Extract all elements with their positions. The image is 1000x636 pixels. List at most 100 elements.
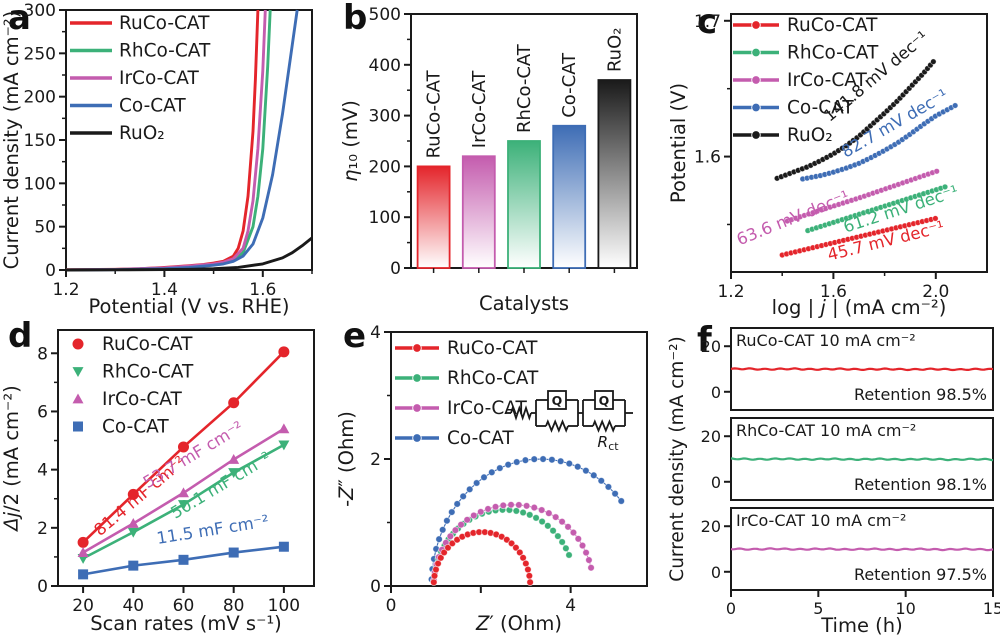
eis-dot — [470, 511, 478, 520]
eis-dot — [472, 479, 481, 487]
svg-text:300: 300 — [24, 1, 56, 21]
svg-text:50: 50 — [34, 218, 56, 238]
subpanel-title: RuCo-CAT 10 mA cm⁻² — [736, 331, 916, 350]
svg-text:1.4: 1.4 — [151, 280, 178, 300]
svg-text:4: 4 — [37, 461, 48, 481]
svg-text:100: 100 — [268, 596, 300, 616]
retention-label: Retention 98.1% — [854, 475, 987, 494]
panel-d: d 20 40 60 80 100 0 2 4 6 8 Scan rates (mV s⁻¹) Δj/… — [0, 317, 335, 636]
chart-b-overpotential-bars: 0 100 200 300 400 500 Catalysts η₁₀ (mV) RuCo-CA… — [339, 5, 638, 315]
stability-subpanel-RuCo-CAT: 0 20 RuCo-CAT 10 mA cm⁻² Retention 98.5% — [701, 327, 994, 411]
subpanel-title: IrCo-CAT 10 mA cm⁻² — [736, 511, 906, 530]
svg-text:250: 250 — [24, 44, 56, 64]
panel-label-b: b — [343, 0, 368, 38]
svg-text:2.0: 2.0 — [922, 282, 949, 302]
eis-dot — [574, 463, 582, 471]
eis-dot — [587, 564, 595, 572]
retention-label: Retention 97.5% — [854, 565, 987, 584]
axes: 1.2 1.6 2.0 1.6 1.7 log | j | (mA cm⁻²) Potent… — [667, 12, 988, 318]
svg-text:200: 200 — [24, 88, 56, 108]
svg-text:Scan rates (mV s⁻¹): Scan rates (mV s⁻¹) — [90, 612, 282, 635]
eis-dot — [544, 522, 552, 530]
svg-text:60: 60 — [173, 596, 195, 616]
svg-text:4: 4 — [370, 323, 381, 343]
eis-dot — [565, 459, 573, 468]
svg-text:Δj/2 (mA cm⁻²): Δj/2 (mA cm⁻²) — [0, 385, 23, 533]
svg-text:RuO₂: RuO₂ — [119, 123, 165, 144]
svg-text:100: 100 — [24, 174, 56, 194]
chart-f-stability-tests: 0 20 RuCo-CAT 10 mA cm⁻² Retention 98.5% 0 20… — [667, 327, 1000, 636]
svg-text:Current density (mA cm⁻²): Current density (mA cm⁻²) — [0, 11, 23, 270]
panel-label-e: e — [343, 316, 367, 356]
series-dots — [799, 102, 959, 183]
svg-text:200: 200 — [369, 157, 401, 177]
eis-dot — [558, 517, 566, 526]
retention-label: Retention 98.5% — [854, 385, 987, 404]
series-dots — [784, 168, 940, 225]
bar-IrCo-CAT — [461, 155, 496, 269]
bar-RuCo-CAT — [416, 165, 451, 269]
eis-dot — [448, 539, 457, 548]
svg-text:300: 300 — [369, 107, 401, 127]
stability-line — [730, 367, 994, 372]
bar-label: IrCo-CAT — [469, 70, 490, 149]
svg-text:80: 80 — [223, 596, 245, 616]
eis-dot — [448, 508, 456, 516]
svg-text:400: 400 — [369, 56, 401, 76]
eis-dot — [496, 464, 504, 472]
svg-text:1.6: 1.6 — [249, 280, 276, 300]
svg-text:RuCo-CAT: RuCo-CAT — [102, 334, 193, 355]
eis-dot — [504, 460, 512, 469]
eis-dot — [530, 455, 538, 463]
panel-c: c 1.2 1.6 2.0 1.6 1.7 log | j | (mA cm⁻²) Pote… — [667, 0, 1000, 318]
eis-dot — [585, 556, 593, 564]
stability-subpanel-IrCo-CAT: 0 20 0 5 10 15 IrCo-CAT 10 mA cm⁻² Retention 97… — [701, 507, 1000, 618]
svg-text:0: 0 — [711, 563, 721, 582]
svg-text:0: 0 — [711, 473, 721, 492]
svg-text:2: 2 — [370, 450, 381, 470]
svg-text:1.2: 1.2 — [52, 280, 79, 300]
eis-dot — [554, 532, 562, 540]
svg-text:0: 0 — [386, 596, 397, 616]
eis-dot — [556, 457, 565, 465]
eis-dot — [463, 516, 471, 524]
eis-dot — [562, 544, 570, 553]
eis-dot — [459, 492, 467, 501]
svg-text:log | j | (mA cm⁻²): log | j | (mA cm⁻²) — [772, 296, 947, 318]
bar-label: RhCo-CAT — [514, 43, 535, 133]
eis-dot — [507, 501, 515, 509]
svg-text:10: 10 — [895, 599, 915, 618]
eis-dot — [465, 485, 474, 494]
eis-dot — [444, 543, 452, 552]
eis-dot — [578, 541, 587, 550]
svg-text:η₁₀ (mV): η₁₀ (mV) — [339, 100, 362, 182]
eis-dot — [525, 572, 534, 580]
panel-label-a: a — [8, 0, 31, 38]
eis-dot — [513, 458, 521, 466]
svg-text:1.6: 1.6 — [820, 282, 847, 302]
eis-dot — [522, 502, 531, 510]
eis-dot — [611, 489, 619, 498]
svg-text:5: 5 — [813, 599, 823, 618]
stability-subpanel-RhCo-CAT: 0 20 RhCo-CAT 10 mA cm⁻² Retention 98.1% — [701, 417, 994, 501]
axes: 1.2 1.4 1.6 0 50 100 150 200 250 300 Potential (V … — [0, 1, 313, 318]
svg-text:0: 0 — [726, 599, 736, 618]
svg-text:40: 40 — [122, 596, 144, 616]
eis-dot — [526, 578, 534, 586]
series-dots — [804, 183, 949, 234]
svg-text:15: 15 — [983, 599, 1000, 618]
eis-dot — [539, 455, 547, 463]
svg-text:RuO₂: RuO₂ — [787, 125, 833, 146]
eis-dot — [451, 526, 460, 534]
svg-text:150: 150 — [24, 131, 56, 151]
eis-dot — [446, 532, 455, 540]
series-dots — [779, 215, 939, 259]
eis-dot — [443, 517, 451, 525]
eis-dot — [582, 466, 590, 475]
svg-text:RuCo-CAT: RuCo-CAT — [447, 338, 538, 359]
eis-dot — [477, 508, 485, 516]
svg-text:Co-CAT: Co-CAT — [119, 96, 186, 117]
